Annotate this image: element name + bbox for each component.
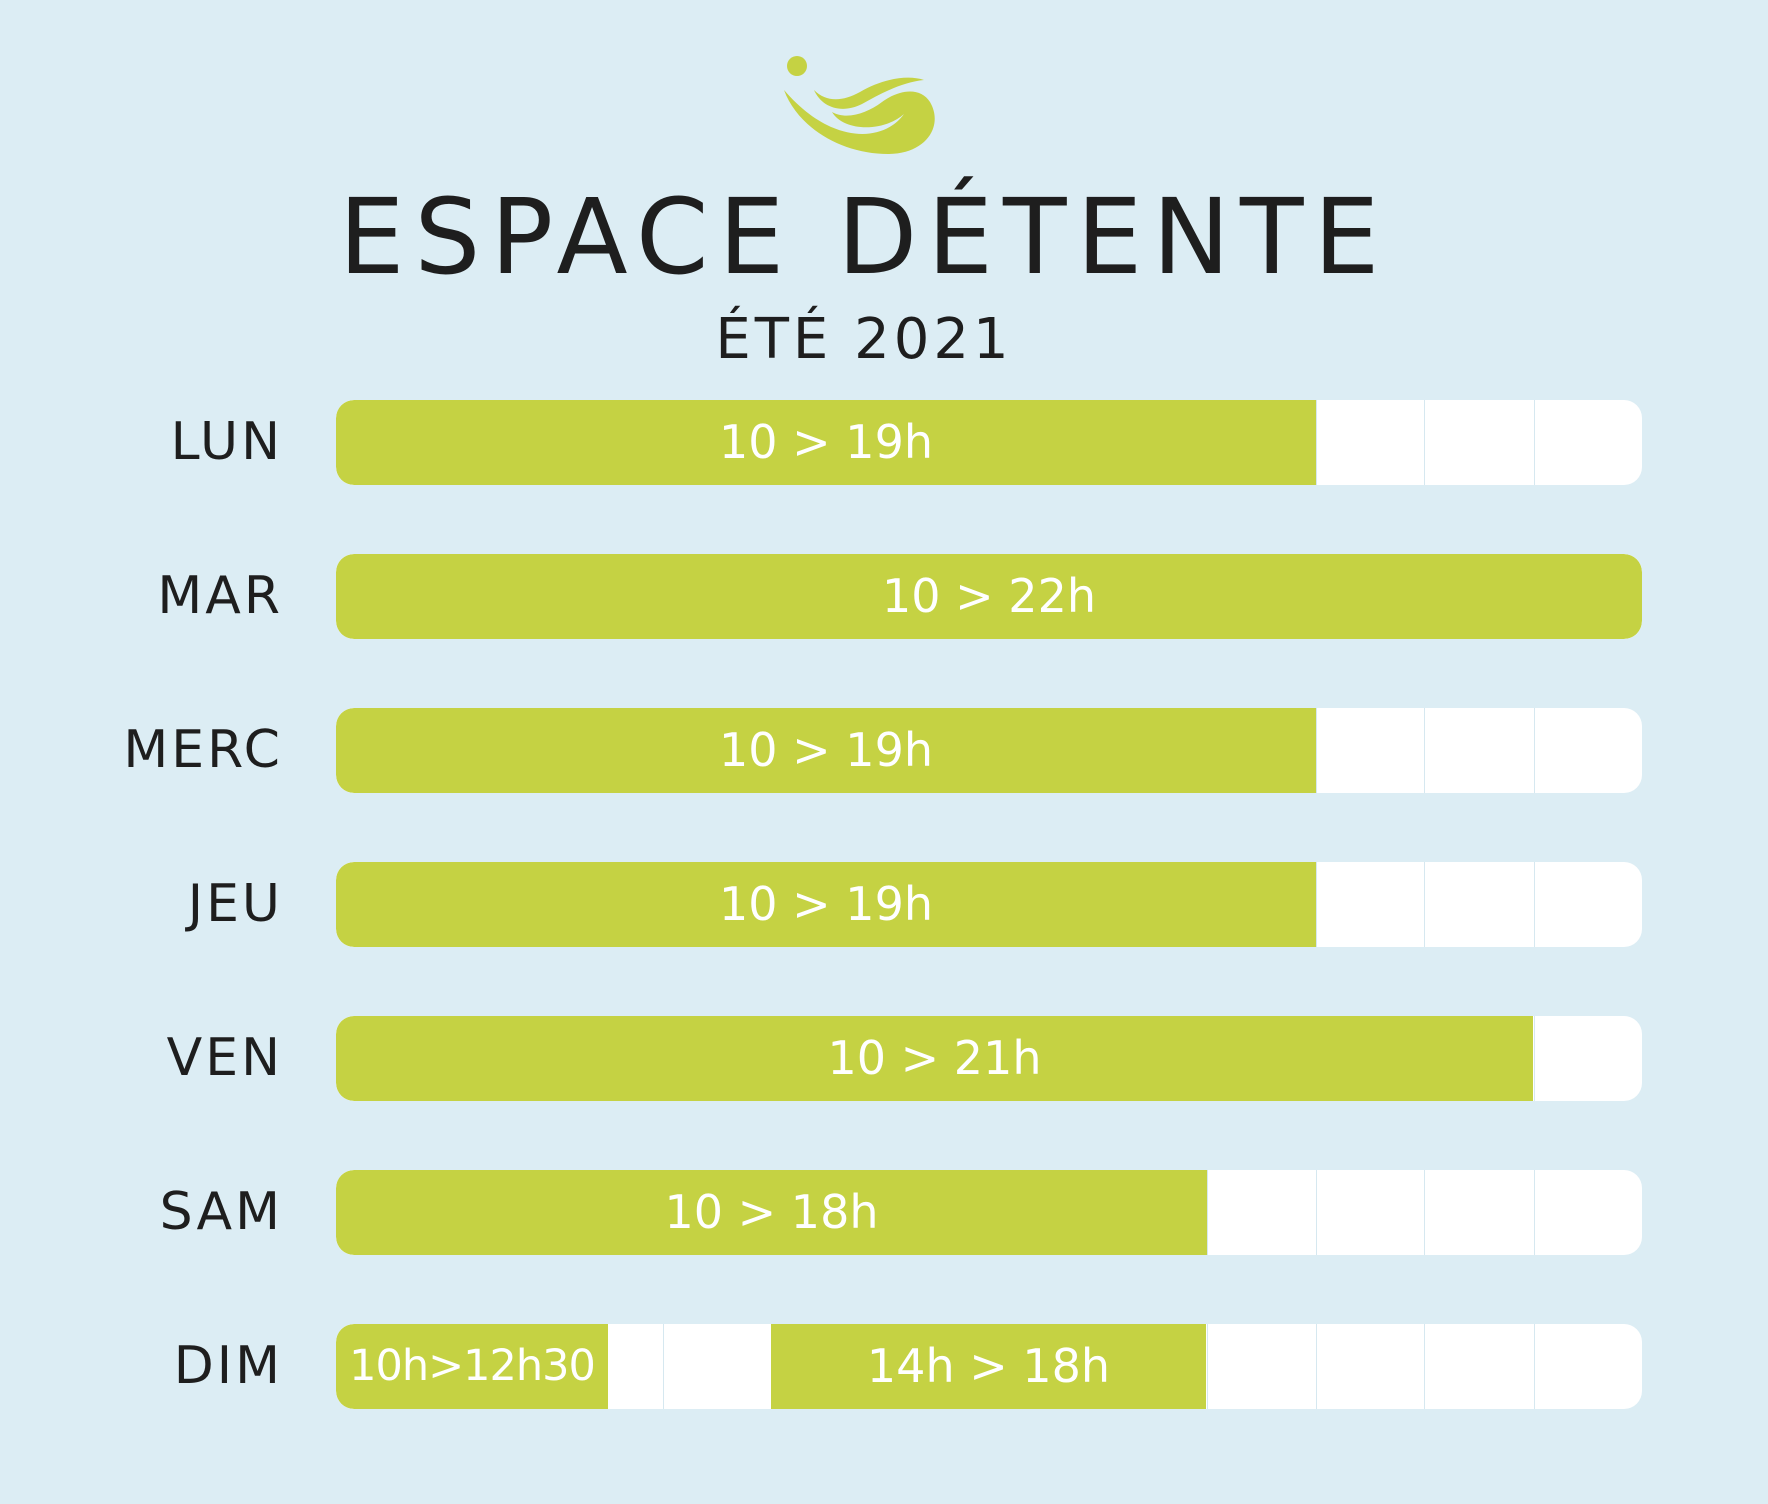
grid-divider [1424, 862, 1425, 947]
opening-slot: 10 > 19h [336, 400, 1316, 485]
hours-track: 10h>12h30 14h > 18h [336, 1324, 1642, 1409]
day-label: SAM [159, 1182, 283, 1242]
grid-divider [1534, 1170, 1535, 1255]
grid-divider [1316, 400, 1317, 485]
day-label: DIM [173, 1336, 283, 1396]
schedule-row: SAM 10 > 18h [0, 1170, 1768, 1255]
hours-track: 10 > 18h [336, 1170, 1642, 1255]
hours-track: 10 > 22h [336, 554, 1642, 639]
opening-slot: 10 > 22h [336, 554, 1642, 639]
hours-track: 10 > 19h [336, 708, 1642, 793]
schedule-row: MAR 10 > 22h [0, 554, 1768, 639]
schedule-row: JEU 10 > 19h [0, 862, 1768, 947]
schedule-row: LUN 10 > 19h [0, 400, 1768, 485]
grid-divider [1424, 708, 1425, 793]
page-subtitle: ÉTÉ 2021 [715, 307, 1013, 372]
spa-logo-icon [784, 56, 935, 154]
grid-divider [1534, 1324, 1535, 1409]
grid-divider [1424, 1170, 1425, 1255]
opening-slot: 10 > 18h [336, 1170, 1207, 1255]
schedule-row: MERC 10 > 19h [0, 708, 1768, 793]
opening-slot: 10h>12h30 [336, 1324, 608, 1409]
hours-track: 10 > 19h [336, 862, 1642, 947]
opening-slot: 10 > 19h [336, 862, 1316, 947]
day-label: JEU [187, 874, 283, 934]
grid-divider [1207, 1170, 1208, 1255]
grid-divider [663, 1324, 664, 1409]
day-label: MERC [123, 720, 283, 780]
day-label: VEN [166, 1028, 283, 1088]
schedule-row: VEN 10 > 21h [0, 1016, 1768, 1101]
opening-slot: 10 > 21h [336, 1016, 1533, 1101]
grid-divider [1316, 862, 1317, 947]
grid-divider [1534, 708, 1535, 793]
grid-divider [1424, 1324, 1425, 1409]
opening-slot: 10 > 19h [336, 708, 1316, 793]
schedule-row: DIM 10h>12h30 14h > 18h [0, 1324, 1768, 1409]
grid-divider [1316, 708, 1317, 793]
opening-slot: 14h > 18h [771, 1324, 1206, 1409]
grid-divider [1316, 1170, 1317, 1255]
grid-divider [1316, 1324, 1317, 1409]
grid-divider [1424, 400, 1425, 485]
grid-divider [1534, 1016, 1535, 1101]
page-title: ESPACE DÉTENTE [338, 176, 1390, 298]
grid-divider [1207, 1324, 1208, 1409]
grid-divider [1534, 862, 1535, 947]
hours-track: 10 > 21h [336, 1016, 1642, 1101]
grid-divider [1534, 400, 1535, 485]
hours-track: 10 > 19h [336, 400, 1642, 485]
day-label: MAR [157, 566, 283, 626]
day-label: LUN [170, 412, 283, 472]
